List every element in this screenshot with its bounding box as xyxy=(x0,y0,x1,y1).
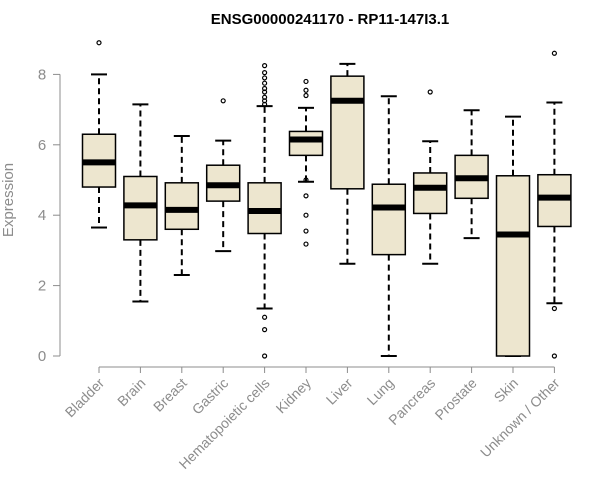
outlier-point-pancreas xyxy=(427,89,433,95)
y-tick-label: 2 xyxy=(38,278,46,295)
outlier-point-kidney xyxy=(303,241,309,247)
outlier-point-hematopoietic-cells xyxy=(262,314,268,320)
x-tick-label: Breast xyxy=(150,375,190,415)
outlier-point-kidney xyxy=(303,177,309,183)
x-tick-label: Bladder xyxy=(62,375,108,421)
outlier-point-hematopoietic-cells xyxy=(262,80,268,86)
outlier-point-kidney xyxy=(303,87,309,93)
y-tick-label: 8 xyxy=(38,66,46,83)
outlier-point-hematopoietic-cells xyxy=(262,94,268,100)
box-pancreas xyxy=(412,172,448,215)
outlier-point-kidney xyxy=(303,78,309,85)
box-lung xyxy=(371,183,407,256)
outlier-point-hematopoietic-cells xyxy=(262,70,268,76)
outlier-point-unknown-other xyxy=(551,305,558,312)
x-tick-label: Brain xyxy=(114,375,148,409)
box-kidney xyxy=(288,130,324,157)
x-tick-label: Lung xyxy=(364,375,397,408)
y-tick-label: 0 xyxy=(38,348,46,365)
x-tick-label: Kidney xyxy=(273,375,315,417)
chart-title: ENSG00000241170 - RP11-147I3.1 xyxy=(211,11,450,28)
y-tick-label: 4 xyxy=(38,207,46,224)
y-tick-label: 6 xyxy=(38,137,46,154)
outlier-point-hematopoietic-cells xyxy=(262,85,268,92)
outlier-point-unknown-other xyxy=(551,353,558,359)
x-tick-label: Liver xyxy=(323,375,356,408)
box-skin xyxy=(495,175,531,357)
outlier-point-bladder xyxy=(96,40,102,46)
outlier-point-hematopoietic-cells xyxy=(262,75,268,81)
outlier-point-kidney xyxy=(303,92,309,99)
x-tick-label: Skin xyxy=(491,375,522,406)
outlier-point-unknown-other xyxy=(551,50,558,56)
outlier-point-hematopoietic-cells xyxy=(262,353,268,359)
outlier-point-kidney xyxy=(303,228,309,234)
outlier-point-kidney xyxy=(303,193,309,199)
outlier-point-gastric xyxy=(220,98,226,104)
outlier-point-hematopoietic-cells xyxy=(262,62,268,69)
outlier-point-kidney xyxy=(303,212,309,218)
box-liver xyxy=(330,75,365,190)
outlier-point-hematopoietic-cells xyxy=(262,327,268,333)
x-tick-label: Prostate xyxy=(432,375,480,423)
x-tick-label: Unknown / Other xyxy=(477,375,563,461)
box-breast xyxy=(164,182,200,231)
y-axis-label: Expression xyxy=(0,163,17,237)
